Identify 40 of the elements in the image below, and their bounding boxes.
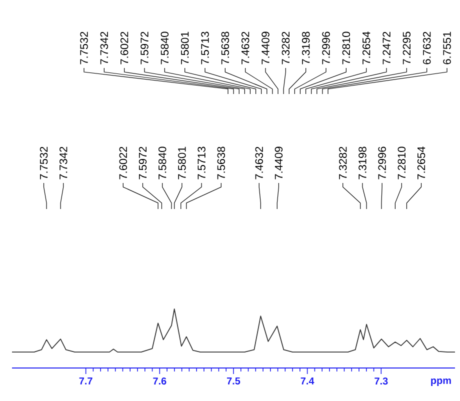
text: 7.7532: [80, 32, 88, 64]
text: 7.5713: [201, 32, 209, 64]
text: 7.5801: [180, 32, 189, 64]
annotation: 7.2996: [378, 146, 386, 180]
text: 7.7342: [100, 32, 108, 64]
annotation: 7.3282: [338, 146, 347, 180]
text: 6.7632: [422, 32, 431, 64]
text: 7.2295: [402, 32, 411, 64]
x-tick-label: 7.4: [300, 378, 314, 384]
annotation: 7.6022: [119, 146, 128, 180]
annotation: 7.4632: [255, 146, 263, 180]
annotation: 7.2654: [417, 146, 426, 180]
annotation: 7.2810: [398, 146, 406, 180]
x-tick-label: 7.5: [226, 378, 240, 384]
text: 7.2810: [342, 32, 350, 64]
text: 7.6022: [120, 32, 128, 64]
text: 7.5840: [160, 32, 169, 64]
annotation: 7.5840: [158, 146, 166, 180]
text: 7.2472: [382, 32, 390, 64]
text: 7.5638: [221, 32, 230, 64]
annotation: 7.5713: [198, 146, 206, 180]
text: 7.2654: [362, 32, 370, 64]
text: 7.2996: [322, 32, 330, 64]
text: 6.7551: [443, 32, 451, 64]
x-tick-label: 7.7: [79, 378, 92, 384]
text: 7.3282: [282, 32, 290, 64]
x-tick-label: 7.6: [153, 378, 166, 385]
annotation: 7.5638: [217, 146, 226, 180]
text: 7.5972: [140, 32, 148, 64]
text: 7.3198: [302, 32, 310, 64]
annotation: 7.4409: [274, 146, 283, 180]
x-axis-title: ppm: [431, 378, 451, 386]
annotation: 7.3198: [358, 146, 366, 180]
annotation: 7.5972: [138, 146, 147, 180]
x-tick-label: 7.3: [374, 378, 388, 385]
annotation: 7.7342: [60, 146, 68, 180]
text: 7.4409: [262, 32, 270, 64]
annotation: 7.5801: [178, 146, 186, 180]
annotation: 7.7532: [40, 146, 48, 180]
text: 7.4632: [241, 32, 250, 64]
